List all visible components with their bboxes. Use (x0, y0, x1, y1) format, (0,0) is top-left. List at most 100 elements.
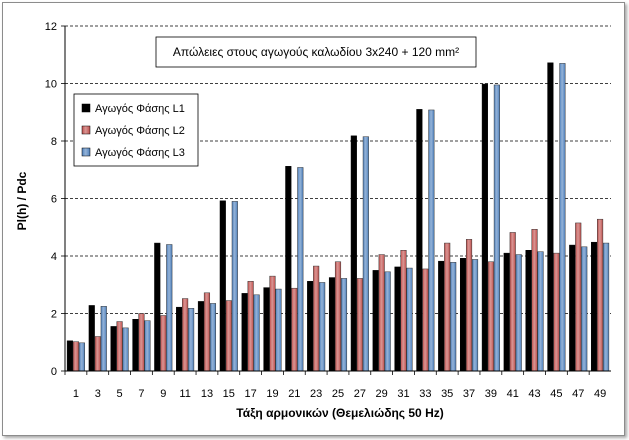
y-axis-title: Pl(h) / Pdc (15, 171, 29, 230)
x-tick-label: 25 (332, 388, 344, 400)
bar-l2 (269, 275, 276, 372)
bar-l1 (176, 306, 183, 372)
bar-l3 (406, 267, 413, 372)
bar-l2 (444, 242, 451, 372)
x-tick-label: 17 (245, 388, 257, 400)
bar-l1 (110, 326, 117, 372)
legend-label-l3: Αγωγός Φάσης L3 (95, 147, 185, 159)
x-tick-label: 15 (223, 388, 235, 400)
x-tick-label: 45 (550, 388, 562, 400)
x-tick-label: 5 (117, 388, 123, 400)
bar-l3 (253, 294, 260, 372)
bar-l2 (160, 315, 167, 372)
chart-frame: 0 2 4 6 8 10 12 1 3 5 7 9 11 13 15 17 19 21 23 25 27 29 31 33 35… (2, 2, 625, 436)
bar-l3 (231, 201, 238, 372)
x-tick-label: 37 (463, 388, 475, 400)
bar-l2 (182, 298, 189, 372)
bar-l3 (78, 342, 85, 372)
bar-l2 (487, 261, 494, 372)
bar-l1 (438, 260, 445, 372)
bar-l3 (319, 282, 326, 372)
bar-l1 (328, 277, 336, 372)
bar-l1 (66, 340, 73, 372)
bar-l3 (559, 63, 566, 372)
bar-l2 (334, 261, 342, 372)
bar-l1 (372, 270, 379, 372)
y-tick-label: 6 (51, 194, 57, 206)
legend: Αγωγός Φάσης L1 Αγωγός Φάσης L2 Αγωγός Φάσ… (73, 93, 199, 167)
bar-l3 (384, 271, 391, 372)
x-tick-label: 11 (179, 388, 190, 400)
bar-l2 (597, 218, 604, 372)
bar-l2 (422, 268, 429, 372)
bar-l2 (553, 252, 560, 372)
bar-l3 (493, 84, 500, 372)
x-tick-label: 9 (160, 388, 166, 400)
title-box: Απώλειες στους αγωγούς καλωδίου 3x240 + … (155, 36, 477, 68)
bar-l1 (481, 83, 488, 372)
bar-l3 (144, 320, 151, 372)
y-tick-label: 2 (51, 309, 57, 321)
x-tick-label: 49 (594, 388, 606, 400)
bar-l2 (356, 278, 363, 372)
bar-l2 (94, 336, 101, 372)
bar-l2 (225, 300, 232, 372)
x-tick-label: 3 (95, 388, 101, 400)
bar-l2 (72, 341, 79, 372)
x-tick-label: 41 (507, 388, 519, 400)
y-tick-label: 8 (51, 136, 57, 148)
legend-label-l2: Αγωγός Φάσης L2 (95, 125, 185, 137)
bar-l1 (285, 166, 292, 372)
y-tick-label: 10 (45, 79, 57, 91)
x-tick-label: 31 (397, 388, 409, 400)
bar-l1 (569, 244, 576, 372)
bar-l2 (509, 232, 516, 372)
x-tick-label: 43 (528, 388, 540, 400)
x-tick-label: 13 (201, 388, 213, 400)
bar-l1 (88, 305, 95, 372)
bar-l3 (471, 259, 479, 372)
legend-swatch-l2 (81, 125, 91, 135)
bar-l3 (515, 254, 522, 372)
bar-l3 (428, 109, 435, 372)
bar-l3 (450, 262, 457, 372)
bar-l3 (581, 246, 588, 372)
y-tick-label: 12 (45, 21, 57, 33)
y-tick-label: 0 (51, 366, 57, 378)
bar-l1 (307, 281, 314, 372)
x-axis-title: Τάξη αρμονικών (Θεμελιώδης 50 Hz) (236, 406, 443, 420)
bar-l1 (241, 293, 248, 372)
x-tick-label: 21 (288, 388, 300, 400)
x-tick-label: 47 (572, 388, 584, 400)
bar-l1 (416, 109, 423, 372)
x-tick-label: 7 (138, 388, 144, 400)
x-tick-label: 33 (419, 388, 431, 400)
bar-l3 (340, 278, 348, 372)
y-tick-label: 4 (51, 251, 57, 263)
chart-title: Απώλειες στους αγωγούς καλωδίου 3x240 + … (173, 45, 459, 59)
bar-l3 (209, 303, 217, 372)
bar-l3 (275, 288, 282, 372)
bar-l1 (547, 62, 554, 372)
bar-l1 (132, 319, 139, 372)
bar-l2 (203, 292, 211, 372)
bar-l1 (197, 301, 205, 372)
bar-l2 (247, 281, 254, 372)
x-tick-label: 35 (441, 388, 453, 400)
x-tick-label: 29 (376, 388, 388, 400)
bar-l2 (378, 254, 385, 372)
bar-l1 (394, 266, 401, 372)
x-tick-label: 23 (310, 388, 322, 400)
bar-l2 (313, 265, 320, 372)
x-tick-label: 39 (485, 388, 497, 400)
bar-l2 (531, 229, 538, 372)
x-tick-label: 1 (73, 388, 79, 400)
legend-swatch-l3 (81, 147, 91, 157)
bar-l1 (591, 241, 598, 372)
bar-l1 (525, 250, 532, 372)
bar-l2 (575, 222, 582, 372)
bar-l1 (219, 200, 226, 372)
bar-l2 (116, 321, 123, 372)
x-tick-label: 19 (266, 388, 278, 400)
